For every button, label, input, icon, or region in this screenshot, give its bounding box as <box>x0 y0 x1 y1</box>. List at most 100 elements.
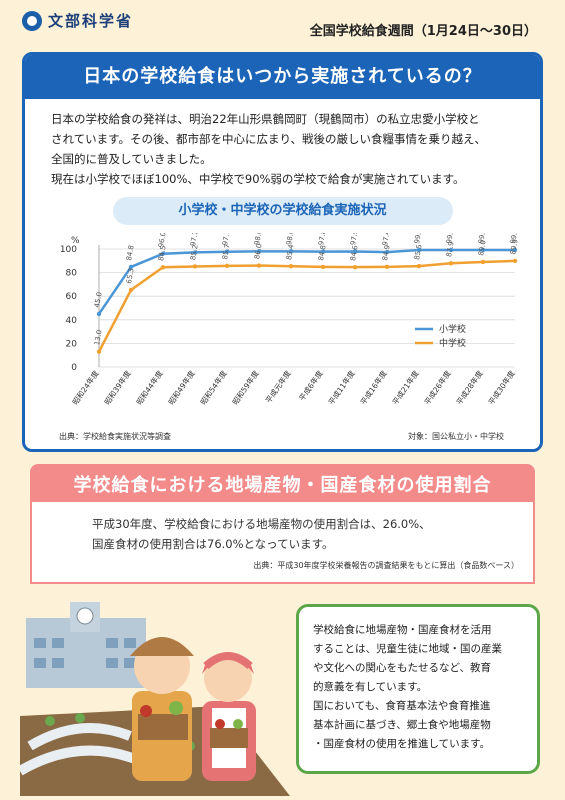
x-tick-label: 昭和39年度 <box>102 368 133 407</box>
series-line-junior-high <box>97 259 516 353</box>
data-label: 89.9 <box>509 239 520 256</box>
data-label: 65.3 <box>125 268 136 285</box>
data-label: 98.0 <box>285 233 296 246</box>
data-label: 85.7 <box>221 243 232 260</box>
data-point <box>320 264 326 270</box>
data-point <box>160 251 166 256</box>
data-point <box>288 264 294 269</box>
data-point <box>352 264 358 270</box>
y-tick-label: 20 <box>66 339 78 349</box>
data-label: 99.2 <box>445 233 456 244</box>
chart-source: 出典：学校給食実施状況等調査 <box>59 432 171 441</box>
x-tick-label: 昭和44年度 <box>134 368 165 407</box>
data-point <box>384 249 390 255</box>
speech-line: 基本計画に基づき、郷土食や地場産物 <box>313 719 491 731</box>
x-tick-label: 平成26年度 <box>422 368 453 407</box>
speech-line: することは、児童生徒に地域・国の産業 <box>313 643 502 655</box>
data-point <box>224 249 230 254</box>
data-label: 97.7 <box>221 233 232 246</box>
section2-source: 出典：平成30年度学校栄養報告の調査結果をもとに算出（食品数ベース） <box>253 561 519 570</box>
x-tick-label: 平成16年度 <box>358 368 389 407</box>
chart-title: 小学校・中学校の学校給食実施状況 <box>112 197 453 225</box>
data-label: 45.0 <box>93 292 104 309</box>
y-tick-label: 100 <box>60 245 77 255</box>
local-produce-panel: 学校給食における地場産物・国産食材の使用割合 平成30年度、学校給食における地場… <box>30 464 535 584</box>
data-label: 89.0 <box>477 240 488 257</box>
section2-line2: 国産食材の使用割合は76.0%となっています。 <box>92 537 334 551</box>
data-point <box>256 249 262 254</box>
x-tick-label: 平成元年度 <box>263 368 293 405</box>
week-title: 全国学校給食週間（1月24日〜30日） <box>309 24 537 39</box>
y-tick-label: 40 <box>66 316 78 326</box>
farmers-illustration <box>17 596 290 796</box>
data-point <box>384 264 390 270</box>
data-label: 86.0 <box>253 243 264 260</box>
paragraph-line: されています。その後、都市部を中心に広まり、戦後の厳しい食糧事情を乗り越え、 <box>51 132 487 146</box>
legend-label: 小学校 <box>439 323 466 335</box>
ministry-name: 文部科学省 <box>48 12 134 30</box>
legend-label: 中学校 <box>439 337 466 349</box>
data-point <box>480 259 486 265</box>
x-tick-label: 昭和54年度 <box>198 368 229 407</box>
x-tick-label: 平成6年度 <box>296 368 324 403</box>
data-point <box>160 265 166 270</box>
data-label: 87.9 <box>445 241 456 258</box>
section1-title: 日本の学校給食はいつから実施されているの？ <box>25 55 540 99</box>
data-point <box>448 261 454 266</box>
data-point <box>96 311 102 317</box>
speech-line: 国においても、食育基本法や食育推進 <box>313 700 491 712</box>
data-label: 13.0 <box>93 329 104 346</box>
y-axis-unit: % <box>71 236 80 246</box>
x-tick-label: 平成11年度 <box>326 368 357 407</box>
data-label: 84.9 <box>381 244 392 261</box>
data-label: 85.5 <box>413 244 424 261</box>
speech-bubble: 学校給食に地場産物・国産食材を活用 することは、児童生徒に地域・国の産業 や文化… <box>296 604 540 774</box>
x-tick-label: 平成21年度 <box>390 368 421 407</box>
data-label: 96.0 <box>157 233 168 248</box>
chart-target: 対象：国公私立小・中学校 <box>408 432 504 441</box>
data-point <box>96 349 102 354</box>
data-label: 97.9 <box>349 233 360 246</box>
data-point <box>320 249 326 254</box>
data-point <box>288 249 294 254</box>
data-label: 98.0 <box>253 233 264 246</box>
data-label: 97.4 <box>381 233 392 246</box>
x-tick-label: 平成30年度 <box>486 368 517 407</box>
data-point <box>128 287 134 293</box>
data-label: 97.1 <box>189 233 200 247</box>
data-point <box>480 247 486 253</box>
x-tick-label: 昭和49年度 <box>166 368 197 407</box>
x-tick-label: 昭和24年度 <box>70 368 101 407</box>
data-point <box>416 263 422 269</box>
header: 文部科学省 全国学校給食週間（1月24日〜30日） <box>0 0 565 48</box>
data-point <box>416 247 422 253</box>
x-tick-label: 昭和59年度 <box>230 368 261 407</box>
section1-body: 日本の学校給食の発祥は、明治22年山形県鶴岡町（現鶴岡市）の私立忠愛小学校と さ… <box>25 99 540 225</box>
paragraph-line: 日本の学校給食の発祥は、明治22年山形県鶴岡町（現鶴岡市）の私立忠愛小学校と <box>51 112 480 126</box>
section2-line1: 平成30年度、学校給食における地場産物の使用割合は、26.0%、 <box>92 517 431 531</box>
data-label: 84.8 <box>317 245 328 262</box>
data-point <box>192 250 198 255</box>
ministry-logo: 文部科学省 <box>22 10 133 31</box>
data-label: 99.2 <box>477 233 488 244</box>
data-label: 84.5 <box>157 245 168 262</box>
series-line-elementary <box>97 248 516 315</box>
data-point <box>512 247 518 253</box>
section2-body: 平成30年度、学校給食における地場産物の使用割合は、26.0%、 国産食材の使用… <box>30 502 535 584</box>
data-label: 97.8 <box>317 233 328 246</box>
data-point <box>192 264 198 269</box>
x-tick-label: 平成28年度 <box>454 368 485 407</box>
y-tick-label: 0 <box>71 363 77 373</box>
data-point <box>256 263 262 268</box>
y-tick-label: 60 <box>66 292 78 302</box>
data-point <box>512 258 518 264</box>
school-building-icon <box>26 602 146 688</box>
female-farmer-icon <box>202 652 256 781</box>
line-chart: 0 20 40 60 80 100% 昭和24年度 昭和39年度 昭和44年度 昭和49年度 昭和5… <box>25 228 540 443</box>
speech-line: ・国産食材の使用を推進しています。 <box>313 738 491 750</box>
speech-line: や文化への関心をもたせるなど、教育 <box>313 662 491 674</box>
speech-line: 的意義を有しています。 <box>313 681 428 693</box>
data-point <box>448 247 454 253</box>
ministry-emblem-icon <box>22 10 42 31</box>
